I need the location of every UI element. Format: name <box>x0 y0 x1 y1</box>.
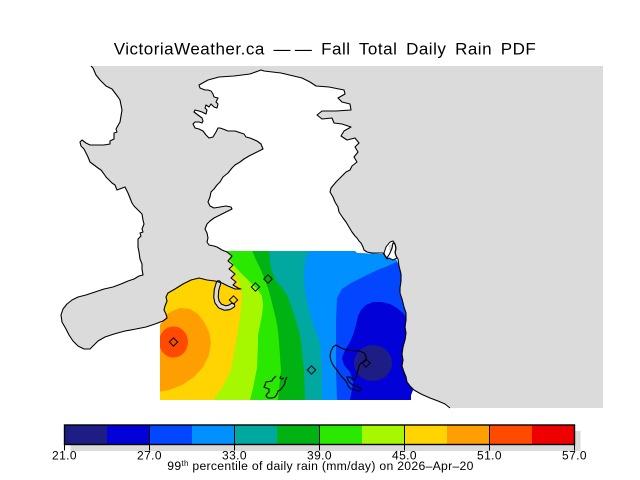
svg-text:45.0: 45.0 <box>392 449 417 463</box>
svg-text:27.0: 27.0 <box>137 449 162 463</box>
svg-text:VictoriaWeather.ca — — Fall To: VictoriaWeather.ca — — Fall Total Daily … <box>114 40 537 59</box>
svg-text:39.0: 39.0 <box>307 449 332 463</box>
svg-text:21.0: 21.0 <box>52 449 77 463</box>
svg-text:99th percentile of daily rain: 99th percentile of daily rain (mm/day) o… <box>167 459 473 473</box>
svg-text:33.0: 33.0 <box>222 449 247 463</box>
svg-text:51.0: 51.0 <box>477 449 502 463</box>
svg-text:57.0: 57.0 <box>562 449 587 463</box>
